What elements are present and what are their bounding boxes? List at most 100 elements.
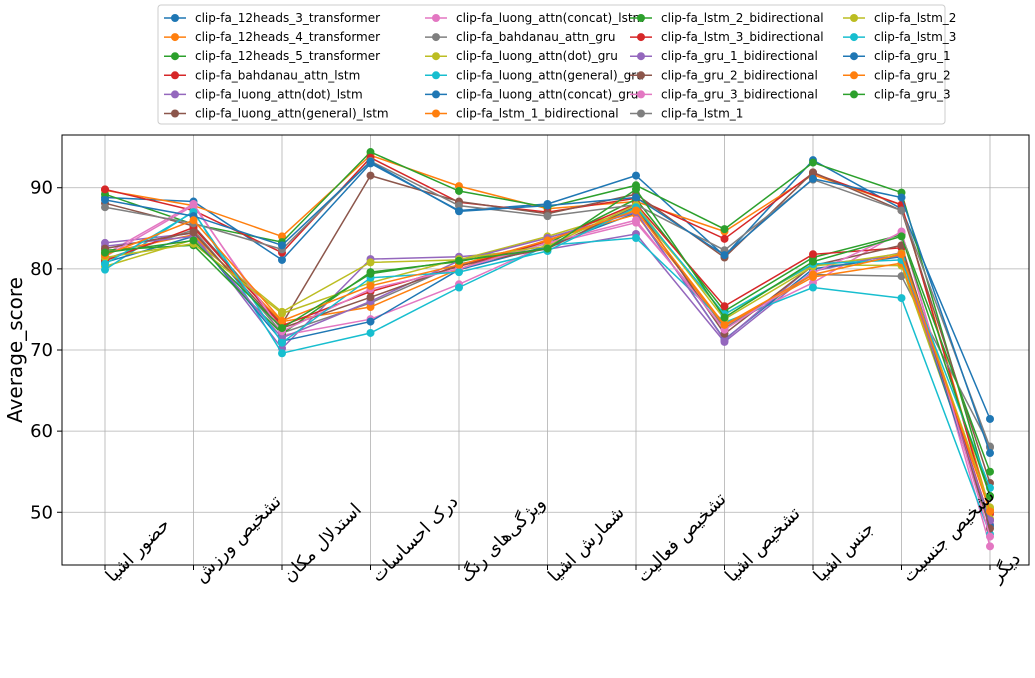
data-point [632, 185, 640, 194]
legend-label: clip-fa_gru_1_bidirectional [661, 49, 818, 63]
legend-marker [637, 71, 645, 80]
y-axis-label: Average_score [3, 277, 27, 423]
data-point [986, 449, 994, 458]
data-point [809, 250, 817, 259]
legend-marker [171, 52, 179, 61]
legend-label: clip-fa_lstm_1_bidirectional [456, 107, 619, 121]
legend-label: clip-fa_lstm_2 [874, 11, 956, 25]
data-point [632, 206, 640, 215]
legend-label: clip-fa_12heads_4_transformer [195, 30, 380, 44]
data-point [897, 272, 906, 281]
legend-marker [432, 109, 440, 118]
legend-item: clip-fa_luong_attn(general)_gru [425, 68, 644, 82]
legend-item: clip-fa_gru_3 [843, 87, 951, 101]
grid-lines [62, 135, 1029, 565]
data-point [366, 258, 375, 267]
data-point [632, 171, 640, 180]
data-point [809, 174, 817, 183]
legend-marker [637, 14, 645, 22]
data-point [720, 313, 729, 322]
legend-label: clip-fa_bahdanau_attn_gru [456, 30, 615, 44]
legend-marker [432, 14, 440, 22]
y-tick-label: 80 [30, 259, 53, 280]
legend-item: clip-fa_lstm_1 [630, 107, 743, 121]
data-point [366, 293, 375, 302]
data-point [278, 349, 286, 358]
legend-marker [432, 52, 440, 61]
legend-item: clip-fa_lstm_2 [843, 11, 956, 25]
data-point [632, 234, 640, 243]
data-point [101, 265, 109, 274]
data-point [809, 270, 817, 279]
legend-box [157, 4, 946, 125]
data-point [632, 216, 640, 225]
legend-label: clip-fa_gru_2_bidirectional [661, 68, 818, 82]
data-point [986, 492, 994, 501]
data-point [720, 225, 729, 234]
data-point [632, 193, 640, 202]
series-clip-fa_gru_2 [101, 206, 994, 516]
series-clip-fa_gru_1 [101, 157, 994, 458]
legend-marker [850, 71, 858, 80]
legend-marker [637, 52, 645, 61]
legend-marker [171, 71, 179, 80]
legend-label: clip-fa_luong_attn(general)_lstm [195, 107, 389, 121]
data-point [809, 158, 817, 167]
data-point [366, 148, 375, 157]
data-point [101, 203, 109, 212]
data-point [101, 195, 109, 204]
legend-marker [637, 33, 645, 42]
legend-label: clip-fa_lstm_3 [874, 30, 956, 44]
legend-label: clip-fa_gru_1 [874, 49, 951, 63]
legend-marker [637, 90, 645, 99]
data-point [366, 303, 375, 311]
data-point [101, 248, 109, 257]
legend-marker [432, 33, 440, 42]
legend-marker [171, 90, 179, 99]
data-point [455, 201, 463, 210]
legend-marker [850, 14, 858, 22]
legend-item: clip-fa_gru_1 [843, 49, 951, 63]
data-point [278, 316, 286, 325]
data-point [543, 212, 552, 221]
legend-label: clip-fa_gru_3 [874, 87, 951, 101]
data-point [366, 171, 375, 180]
data-point [278, 241, 286, 250]
data-point [809, 168, 817, 177]
data-point [101, 185, 109, 194]
data-point [897, 206, 906, 215]
legend-marker [432, 90, 440, 99]
data-point [101, 260, 109, 268]
data-point [986, 414, 994, 423]
legend-label: clip-fa_luong_attn(concat)_gru [456, 87, 638, 101]
data-point [897, 294, 906, 303]
series-layer [101, 148, 994, 551]
data-point [189, 216, 198, 225]
legend-item: clip-fa_gru_2_bidirectional [630, 68, 818, 82]
data-point [189, 236, 198, 245]
legend-label: clip-fa_lstm_2_bidirectional [661, 11, 824, 25]
legend-item: clip-fa_gru_2 [843, 68, 951, 82]
data-point [366, 269, 375, 278]
legend-item: clip-fa_luong_attn(dot)_lstm [164, 87, 363, 101]
legend-item: clip-fa_luong_attn(dot)_gru [425, 49, 618, 63]
legend-marker [637, 109, 645, 118]
legend-label: clip-fa_luong_attn(concat)_lstm [456, 11, 644, 25]
data-point [543, 236, 552, 245]
data-point [809, 283, 817, 292]
legend-item: clip-fa_lstm_3_bidirectional [630, 30, 824, 44]
data-point [366, 281, 375, 290]
data-point [278, 324, 286, 333]
y-tick-label: 50 [30, 502, 53, 523]
legend-marker [171, 14, 179, 22]
legend-label: clip-fa_gru_2 [874, 68, 951, 82]
legend-item: clip-fa_12heads_3_transformer [164, 11, 380, 25]
legend-label: clip-fa_luong_attn(general)_gru [456, 68, 644, 82]
data-point [366, 157, 375, 166]
legend-item: clip-fa_lstm_2_bidirectional [630, 11, 824, 25]
data-point [189, 201, 198, 210]
data-point [455, 268, 463, 277]
y-tick-label: 60 [30, 421, 53, 442]
data-point [278, 338, 286, 347]
